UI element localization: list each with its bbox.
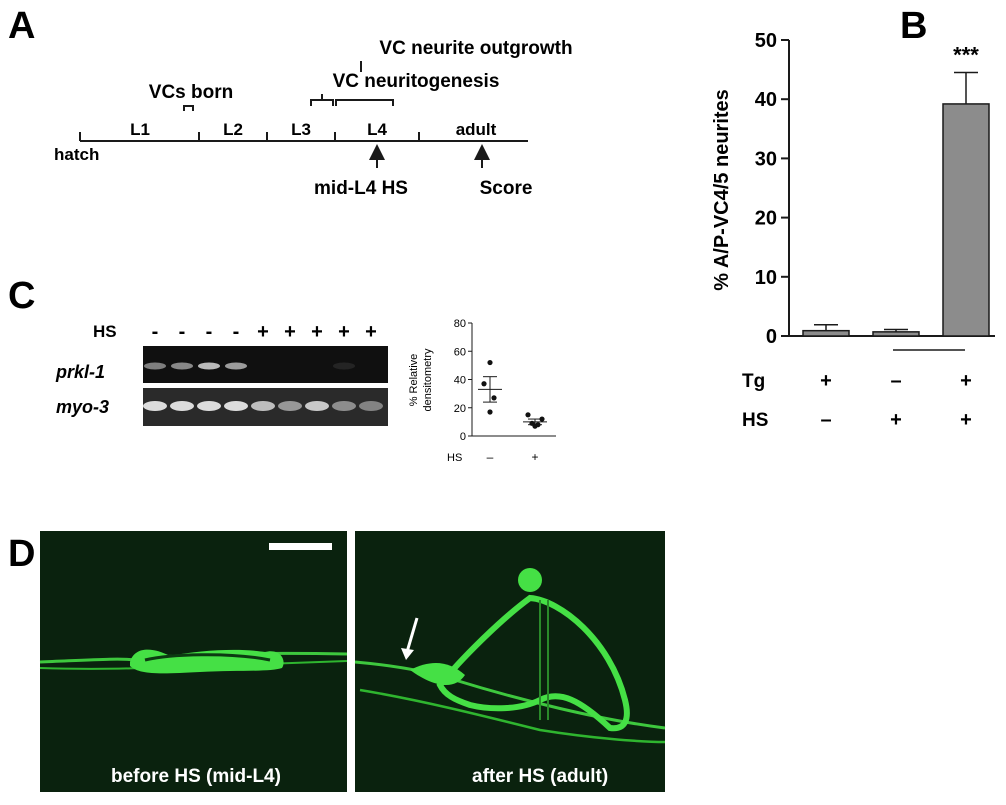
bar <box>942 103 990 337</box>
inset-y-tick-label: 0 <box>460 431 466 443</box>
caption-before: before HS (mid-L4) <box>111 766 281 787</box>
score-arrow-label: Score <box>480 178 533 199</box>
hs-arrow-label: mid-L4 HS <box>314 178 408 199</box>
micrograph-after: after HS (adult) <box>354 531 666 792</box>
inset-y-tick-label: 60 <box>454 346 466 358</box>
stage-label-l4: L4 <box>367 120 387 139</box>
y-tick-label: 50 <box>755 30 777 52</box>
tg-value-3: + <box>960 370 972 392</box>
neuritogenesis-bracket-large <box>335 99 394 106</box>
band-myo-3 <box>170 401 194 411</box>
bar-chart: 0 10 20 30 40 50 *** <box>755 30 995 348</box>
hs-sign: + <box>284 321 296 343</box>
hs-sign: + <box>311 321 323 343</box>
stage-label-adult: adult <box>456 120 497 139</box>
inset-point <box>539 416 545 422</box>
hs-sign-row: - - - - + + + + + <box>152 321 377 343</box>
band-prkl-1 <box>144 362 166 370</box>
y-tick-label: 40 <box>755 89 777 111</box>
tg-value-1: + <box>820 370 832 392</box>
y-tick-label: 0 <box>766 326 777 348</box>
band-myo-3 <box>305 401 329 411</box>
inset-point <box>487 359 493 366</box>
vcs-born-bracket <box>183 105 194 111</box>
band-prkl-1 <box>171 362 193 370</box>
micrograph-before: before HS (mid-L4) <box>39 531 348 792</box>
hatch-label: hatch <box>54 145 99 164</box>
band-prkl-1 <box>333 362 355 370</box>
hs-sign: + <box>338 321 350 343</box>
band-prkl-1 <box>198 362 220 370</box>
caption-after: after HS (adult) <box>472 766 608 787</box>
panel-a-letter: A <box>8 5 35 47</box>
hs-sign: - <box>233 321 240 343</box>
densitometry-inset: 80 60 40 20 0 <box>454 318 556 443</box>
panel-b: B % A/P-VC4/5 neurites 0 10 20 30 40 50 *** Tg… <box>711 5 995 431</box>
panel-d: D before HS (mid-L4) after HS (adul <box>8 531 666 792</box>
neurite-arrow-head <box>401 648 414 660</box>
hs-value-1: – <box>820 409 831 431</box>
band-myo-3 <box>359 401 383 411</box>
y-tick-label: 30 <box>755 148 777 170</box>
hs-value-2: + <box>890 409 902 431</box>
neurite-arrow <box>405 617 419 653</box>
band-myo-3 <box>332 401 356 411</box>
hs-sign: + <box>257 321 269 343</box>
band-myo-3 <box>197 401 221 411</box>
inset-point <box>481 381 487 387</box>
stage-label-l3: L3 <box>291 120 311 139</box>
y-tick-label: 20 <box>755 208 777 230</box>
row-label-tg: Tg <box>742 371 765 392</box>
hs-sign: - <box>179 321 186 343</box>
panel-b-letter: B <box>900 5 927 47</box>
significance-marker: *** <box>953 43 979 68</box>
neuritogenesis-bracket-small <box>310 99 334 106</box>
tg-value-2: – <box>890 370 901 392</box>
inset-point <box>525 412 531 418</box>
hs-sign: - <box>206 321 213 343</box>
y-axis-label: % A/P-VC4/5 neurites <box>711 89 733 291</box>
neuritogenesis-label: VC neuritogenesis <box>333 71 500 92</box>
bar <box>872 331 920 337</box>
inset-x-prefix: HS <box>447 452 462 464</box>
panel-c-letter: C <box>8 275 35 317</box>
hs-row-label: HS <box>93 322 117 341</box>
inset-point <box>487 409 493 415</box>
hs-value-3: + <box>960 409 972 431</box>
panel-a: A L1 L2 L3 L4 adult hatch VCs born VC ne… <box>8 5 573 199</box>
band-myo-3 <box>251 401 275 411</box>
inset-y-tick-label: 40 <box>454 375 466 387</box>
inset-ylabel-1: % Relative <box>408 354 420 407</box>
band-prkl-1 <box>225 362 247 370</box>
y-tick-label: 10 <box>755 267 777 289</box>
band-myo-3 <box>224 401 248 411</box>
scale-bar <box>269 543 332 550</box>
outgrowth-label: VC neurite outgrowth <box>379 38 572 59</box>
stage-label-l1: L1 <box>130 120 150 139</box>
gene-label-prkl-1: prkl-1 <box>55 362 105 382</box>
row-label-hs: HS <box>742 410 768 431</box>
inset-group-minus: – <box>487 450 494 464</box>
band-myo-3 <box>143 401 167 411</box>
inset-y-tick-label: 20 <box>454 403 466 415</box>
inset-point <box>532 423 538 429</box>
stage-label-l2: L2 <box>223 120 243 139</box>
inset-point <box>491 395 497 401</box>
band-myo-3 <box>278 401 302 411</box>
inset-y-tick-label: 80 <box>454 318 466 330</box>
vcs-born-label: VCs born <box>149 82 233 103</box>
inset-group-plus: + <box>531 450 538 464</box>
gene-label-myo-3: myo-3 <box>56 397 109 417</box>
inset-ylabel-2: densitometry <box>422 348 434 411</box>
gel-bands <box>143 362 383 411</box>
bar <box>802 329 850 337</box>
hs-sign: - <box>152 321 159 343</box>
hs-sign: + <box>365 321 377 343</box>
panel-d-letter: D <box>8 533 35 575</box>
